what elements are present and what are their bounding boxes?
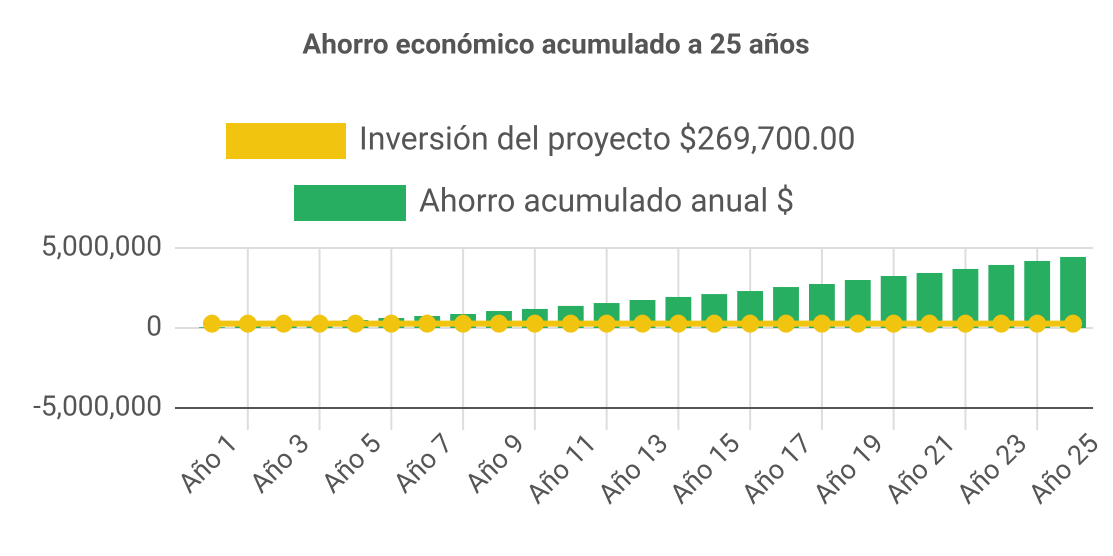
x-tick-label: Año 3 — [244, 427, 316, 499]
line-point — [884, 314, 903, 333]
line-point — [633, 314, 652, 333]
x-tick-label: Año 23 — [951, 427, 1034, 510]
line-point — [454, 314, 473, 333]
line-point — [848, 314, 867, 333]
line-point — [1064, 314, 1083, 333]
line-point — [992, 314, 1011, 333]
x-tick-label: Año 19 — [807, 427, 890, 510]
legend-label: Inversión del proyecto $269,700.00 — [359, 119, 855, 157]
line-point — [418, 314, 437, 333]
x-tick-label: Año 17 — [735, 427, 818, 510]
x-tick-label: Año 21 — [879, 427, 962, 510]
legend-label: Ahorro acumulado anual $ — [419, 181, 794, 219]
y-tick-label: -5,000,000 — [33, 389, 162, 422]
x-tick-label: Año 1 — [172, 427, 244, 499]
line-point — [346, 314, 365, 333]
line-point — [561, 314, 580, 333]
line-point — [202, 314, 221, 333]
line-point — [274, 314, 293, 333]
line-point — [238, 314, 257, 333]
line-point — [525, 314, 544, 333]
x-tick-label: Año 25 — [1022, 427, 1105, 510]
line-point — [812, 314, 831, 333]
y-tick-label: 5,000,000 — [41, 229, 162, 262]
line-point — [741, 314, 760, 333]
chart-title: Ahorro económico acumulado a 25 años — [302, 27, 809, 60]
x-tick-label: Año 7 — [387, 427, 459, 499]
x-tick-label: Año 13 — [592, 427, 675, 510]
line-point — [1028, 314, 1047, 333]
y-tick-label: 0 — [146, 309, 162, 342]
x-tick-label: Año 15 — [664, 427, 747, 510]
line-point — [489, 314, 508, 333]
line-point — [382, 314, 401, 333]
line-point — [920, 314, 939, 333]
legend-swatch — [226, 123, 346, 159]
x-tick-label: Año 11 — [520, 427, 603, 510]
line-point — [597, 314, 616, 333]
line-point — [777, 314, 796, 333]
x-tick-label: Año 5 — [315, 427, 387, 499]
legend-swatch — [294, 185, 406, 221]
line-point — [669, 314, 688, 333]
line-point — [705, 314, 724, 333]
line-point — [310, 314, 329, 333]
line-point — [956, 314, 975, 333]
